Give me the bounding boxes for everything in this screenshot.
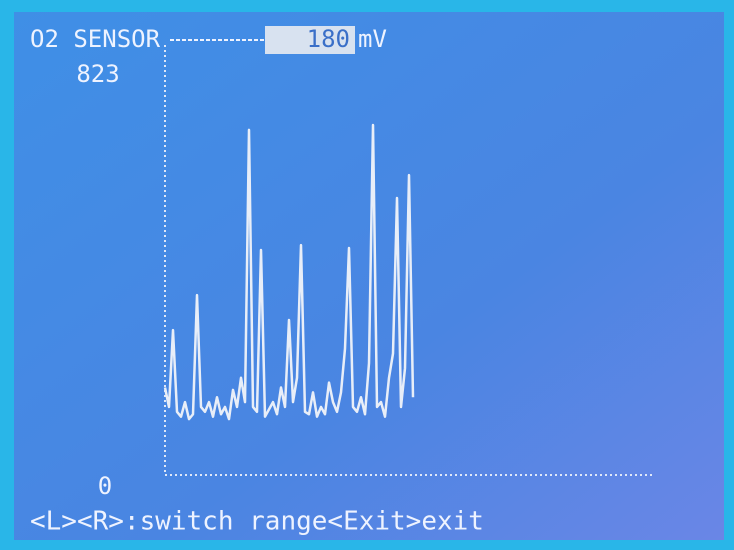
current-value: 180 [307, 25, 350, 53]
unit: mV [358, 25, 387, 53]
chart-title: O2 SENSOR [30, 25, 161, 53]
display-panel [14, 12, 724, 540]
y-tick-label: 823 [76, 60, 119, 88]
y-tick-label: 0 [98, 472, 112, 500]
footer-help: <L><R>:switch range<Exit>exit [30, 507, 484, 537]
screen: O2 SENSOR 180 mV <L><R>:switch range<Exi… [0, 0, 734, 550]
